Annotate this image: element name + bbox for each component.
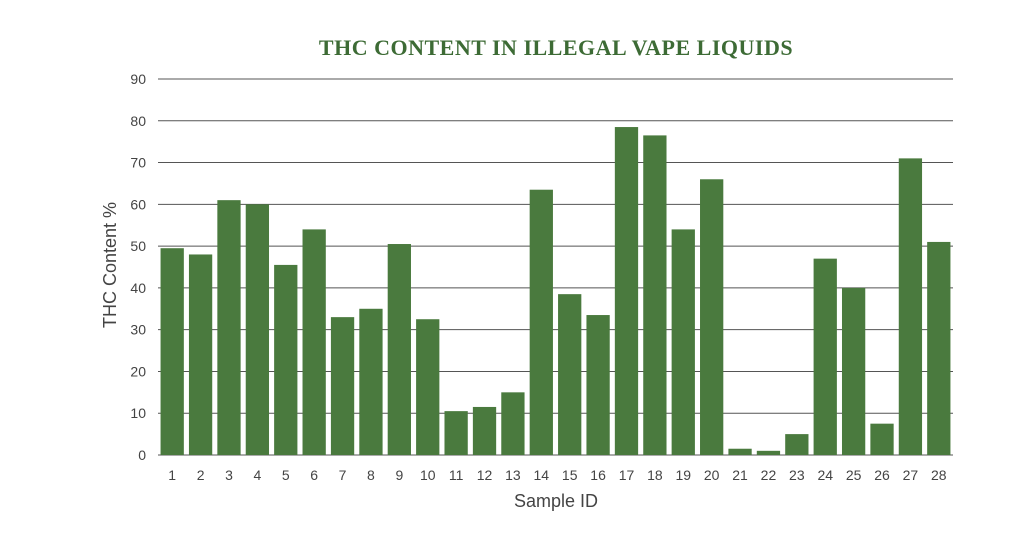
- x-tick-label: 20: [704, 467, 720, 483]
- y-tick-label: 50: [130, 238, 146, 254]
- bar-sample-2: [188, 254, 213, 455]
- y-tick-label: 20: [130, 363, 146, 379]
- x-tick-label: 4: [253, 467, 261, 483]
- x-tick-label: 6: [310, 467, 318, 483]
- bar-sample-18: [643, 135, 667, 455]
- bar-sample-15: [558, 294, 582, 455]
- bar-sample-4: [245, 204, 270, 455]
- y-tick-label: 0: [138, 447, 146, 463]
- x-tick-label: 3: [225, 467, 233, 483]
- x-tick-label: 10: [420, 467, 436, 483]
- bar-sample-17: [614, 127, 639, 456]
- x-tick-label: 27: [903, 467, 919, 483]
- y-tick-label: 70: [130, 155, 146, 171]
- x-tick-label: 1: [168, 467, 176, 483]
- x-tick-label: 13: [505, 467, 521, 483]
- x-tick-label: 8: [367, 467, 375, 483]
- y-tick-label: 90: [130, 71, 146, 87]
- x-tick-label: 28: [931, 467, 947, 483]
- x-tick-label: 7: [339, 467, 347, 483]
- y-tick-label: 60: [130, 196, 146, 212]
- x-axis-label: Sample ID: [514, 491, 598, 511]
- bar-sample-10: [416, 319, 440, 455]
- bar-sample-13: [501, 392, 525, 455]
- chart-title: THC CONTENT IN ILLEGAL VAPE LIQUIDS: [319, 35, 793, 60]
- x-tick-label: 12: [477, 467, 493, 483]
- bar-sample-28: [927, 241, 951, 455]
- x-tick-label: 18: [647, 467, 663, 483]
- y-tick-label: 10: [130, 405, 146, 421]
- y-tick-label: 30: [130, 322, 146, 338]
- y-axis-label: THC Content %: [100, 202, 120, 328]
- bar-sample-23: [785, 434, 809, 455]
- x-tick-label: 9: [395, 467, 403, 483]
- bar-sample-7: [330, 317, 355, 455]
- bar-sample-11: [444, 411, 468, 455]
- x-tick-label: 23: [789, 467, 805, 483]
- x-tick-label: 21: [732, 467, 748, 483]
- x-axis-ticks: 1 2 3 4 5 6 7 8 9 10 11 12 13 14 15 16 17 18 19 20 21 22 23 24 2…: [168, 467, 947, 483]
- bar-sample-24: [813, 258, 837, 455]
- bars: [160, 127, 951, 456]
- y-axis-ticks: 0 10 20 30 40 50 60 70 80 90: [130, 71, 146, 463]
- bar-sample-20: [700, 179, 724, 455]
- x-tick-label: 25: [846, 467, 862, 483]
- x-tick-label: 2: [197, 467, 205, 483]
- x-tick-label: 24: [817, 467, 833, 483]
- bar-sample-5: [274, 264, 298, 455]
- bar-sample-21: [728, 448, 752, 455]
- y-tick-label: 40: [130, 280, 146, 296]
- x-tick-label: 16: [590, 467, 606, 483]
- bar-sample-3: [217, 200, 241, 455]
- bar-sample-9: [387, 244, 411, 455]
- x-tick-label: 14: [534, 467, 550, 483]
- bar-sample-26: [870, 423, 894, 455]
- bar-sample-8: [359, 308, 383, 455]
- x-tick-label: 22: [761, 467, 777, 483]
- y-tick-label: 80: [130, 113, 146, 129]
- bar-sample-27: [898, 158, 923, 455]
- bar-sample-12: [472, 406, 497, 455]
- x-tick-label: 17: [619, 467, 635, 483]
- x-tick-label: 15: [562, 467, 578, 483]
- bar-sample-14: [529, 189, 553, 455]
- bar-sample-1: [160, 248, 184, 455]
- x-tick-label: 11: [449, 467, 464, 483]
- x-tick-label: 19: [675, 467, 691, 483]
- bar-sample-6: [302, 229, 326, 455]
- bar-sample-25: [841, 287, 866, 455]
- bar-sample-16: [586, 315, 610, 455]
- bar-sample-19: [671, 229, 695, 455]
- x-tick-label: 26: [874, 467, 890, 483]
- x-tick-label: 5: [282, 467, 290, 483]
- bar-sample-22: [756, 450, 781, 455]
